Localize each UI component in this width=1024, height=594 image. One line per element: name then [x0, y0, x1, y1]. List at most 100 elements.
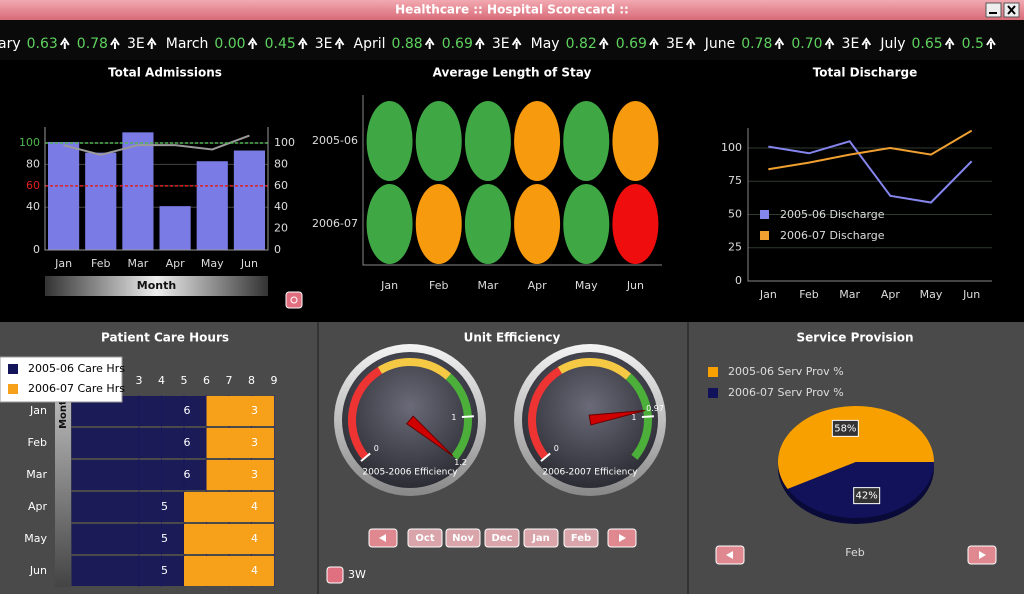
- up-arrow: [649, 37, 659, 49]
- ticker-code: 3E: [666, 36, 684, 52]
- gauge-needle: [406, 415, 454, 457]
- line: [768, 129, 973, 171]
- x-tick-label: Jun: [626, 279, 644, 292]
- month-button[interactable]: [445, 528, 481, 548]
- legend-swatch: [708, 367, 718, 377]
- status-icon: [326, 566, 344, 584]
- x-tick-label: 4: [158, 374, 165, 387]
- gauge-tick: [360, 452, 371, 462]
- ticker-label: ary: [0, 36, 21, 52]
- axis: [747, 128, 992, 282]
- x-tick-label: Feb: [429, 279, 448, 292]
- ticker-value: 0.88: [392, 36, 423, 52]
- close-icon: [1007, 5, 1016, 15]
- up-arrow: [297, 37, 308, 49]
- data-label: 42%: [856, 491, 878, 502]
- month-button[interactable]: [563, 528, 599, 548]
- legend-label: 2006-07 Discharge: [780, 229, 885, 242]
- y2-tick-label: 40: [274, 200, 288, 213]
- y-tick-label: 100: [721, 141, 742, 154]
- gauge-band: [348, 366, 383, 460]
- legend-swatch: [708, 388, 718, 398]
- data-label: 4: [251, 564, 258, 577]
- x-tick-label: 9: [271, 374, 278, 387]
- month-button-label: Dec: [491, 533, 512, 544]
- chart-title: Unit Efficiency: [464, 331, 561, 345]
- status-oval: [415, 101, 462, 181]
- bar: [71, 428, 207, 458]
- legend-swatch: [760, 210, 769, 219]
- x-tick-label: Feb: [91, 257, 110, 270]
- window-title: Healthcare :: Hospital Scorecard ::: [395, 3, 629, 17]
- data-label: 5: [161, 500, 168, 513]
- pie-slice: [778, 406, 934, 489]
- x-tick-label: 6: [203, 374, 210, 387]
- gauge-band: [528, 366, 563, 460]
- y-tick-label: 80: [26, 157, 40, 170]
- y-tick-label: Apr: [28, 500, 48, 513]
- zoom-button[interactable]: [285, 291, 303, 309]
- bar: [184, 492, 274, 522]
- up-arrow: [944, 37, 955, 49]
- data-label: 4: [251, 532, 258, 545]
- minimize-button[interactable]: [985, 2, 1002, 18]
- y-tick-label: 0: [33, 243, 40, 256]
- gauge-tick: [641, 415, 654, 418]
- up-arrow: [986, 37, 996, 49]
- up-arrow: [424, 37, 435, 49]
- status-label: 3W: [348, 568, 366, 581]
- chart-title: Total Admissions: [108, 66, 222, 80]
- y-tick-label: 0: [735, 274, 742, 287]
- up-arrow: [146, 37, 157, 49]
- ticker-code: 3E: [127, 36, 145, 52]
- x-tick-label: Jan: [380, 279, 398, 292]
- x-tick-label: Mar: [478, 279, 499, 292]
- ticker-value: 0.78: [77, 36, 108, 52]
- gauge-name: 2005-2006 Efficiency: [362, 468, 458, 478]
- month-button[interactable]: [523, 528, 559, 548]
- bar: [196, 161, 228, 250]
- up-arrow: [598, 37, 609, 49]
- status-oval: [612, 184, 659, 264]
- data-label: 6: [184, 404, 191, 417]
- ticker-value: 0.63: [27, 36, 58, 52]
- data-label-box: [831, 419, 859, 437]
- ticker-code: 3E: [492, 36, 510, 52]
- ticker-label: June: [704, 36, 736, 52]
- ticker-value: 0.78: [741, 36, 772, 52]
- x-tick-label: Mar: [839, 288, 860, 301]
- x-tick-label: May: [201, 257, 224, 270]
- ticker-code: 3E: [842, 36, 860, 52]
- x-tick-label: 3: [136, 374, 143, 387]
- y2-tick-label: 60: [274, 179, 288, 192]
- bar: [206, 460, 274, 490]
- legend-label: 2006-07 Serv Prov %: [728, 386, 844, 399]
- line: [768, 140, 973, 204]
- legend-label: 2005-06 Care Hrs: [28, 362, 125, 375]
- gauge-band: [557, 358, 632, 380]
- bar: [184, 524, 274, 554]
- ticker-value: 0.69: [616, 36, 647, 52]
- data-label: 3: [251, 468, 258, 481]
- ticker-label: July: [879, 36, 905, 52]
- month-button[interactable]: [484, 528, 520, 548]
- ticker: ary 0.63 0.78 3E March 0.00 0.45 3E April 0.88 0.6…: [0, 36, 996, 52]
- ticker-code: 3E: [315, 36, 333, 52]
- up-arrow: [511, 37, 522, 49]
- x-tick-label: Apr: [166, 257, 186, 270]
- month-button[interactable]: [407, 528, 443, 548]
- gauge-value-label: 1.2: [454, 458, 467, 467]
- data-label: 3: [251, 436, 258, 449]
- y2-tick-label: 100: [274, 136, 295, 149]
- status-oval: [366, 101, 413, 181]
- status-oval: [563, 101, 610, 181]
- x-tick-label: Jun: [962, 288, 980, 301]
- gauge-value-label: 0.97: [646, 404, 664, 413]
- nav-arrow: [379, 534, 386, 542]
- y-axis-label: Month: [58, 393, 69, 429]
- y-axis-bar: [55, 395, 71, 587]
- y-tick-label: Feb: [28, 436, 47, 449]
- nav-arrow: [619, 534, 626, 542]
- bar: [71, 524, 184, 554]
- data-label: 5: [161, 564, 168, 577]
